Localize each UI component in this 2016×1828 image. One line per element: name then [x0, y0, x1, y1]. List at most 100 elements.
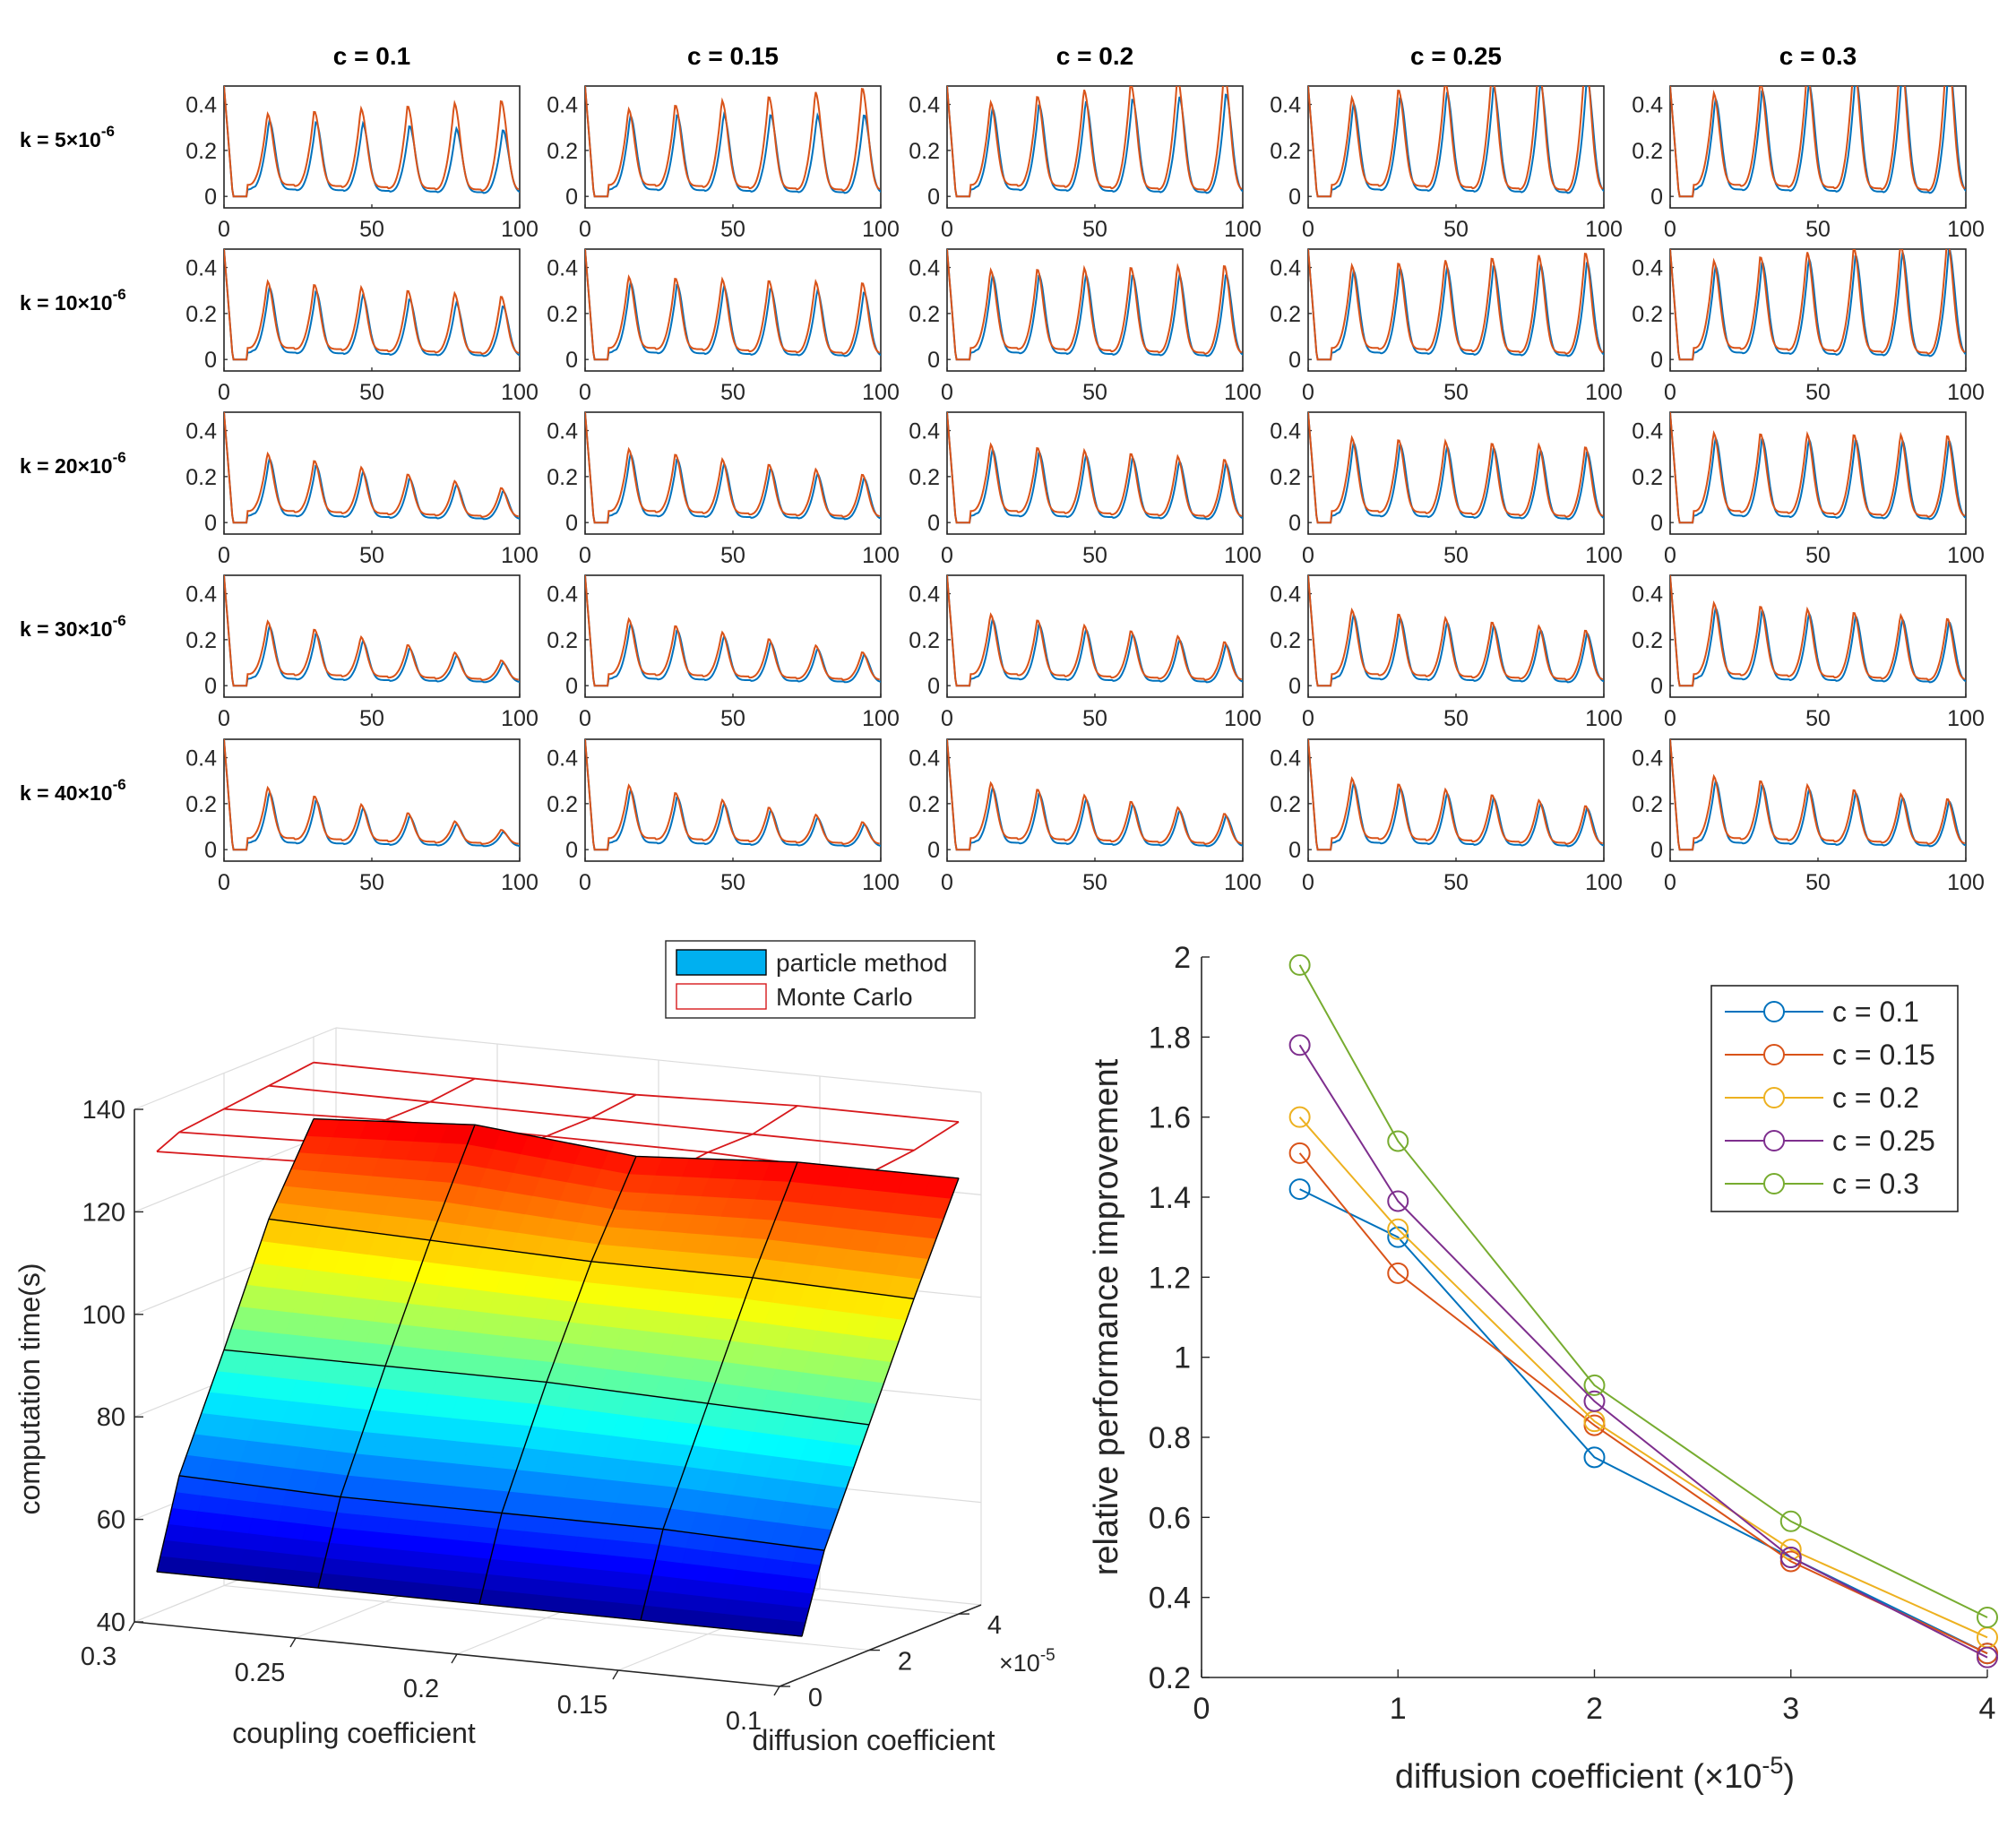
y-tick-label: 0.4 [185, 93, 217, 118]
surface-patch [463, 1539, 495, 1559]
x-tick-label: 50 [1805, 217, 1831, 242]
x-tick-label: 0 [218, 543, 230, 568]
x-tick-label: 100 [1585, 217, 1623, 242]
x-tick-label: 50 [1082, 217, 1107, 242]
y-tick-label: 0.4 [1270, 256, 1301, 281]
x-tick-label: 100 [1224, 380, 1262, 405]
x-tick-label: 0 [218, 217, 230, 242]
x-tick [451, 1653, 458, 1664]
y-tick-label: 0.4 [185, 746, 217, 772]
subplot: 0 0.2 0.4 0 50 100 [547, 574, 900, 731]
x-tick-label: 50 [1082, 380, 1107, 405]
x-tick-label: 0 [1664, 543, 1676, 568]
x-tick-label: 0 [941, 870, 953, 895]
x-tick-label: 0 [579, 870, 591, 895]
x-tick-label: 0 [1302, 543, 1314, 568]
x-tick-label: 100 [862, 870, 900, 895]
series-line-2 [585, 412, 881, 524]
y-tick-label: 0 [204, 838, 217, 863]
y-tick-label: 0.2 [1270, 139, 1301, 164]
subplot: 0 0.2 0.4 0 50 100 [1632, 248, 1985, 405]
y-tick-label: 0.6 [1149, 1501, 1191, 1535]
x-axis-label-exponent: -5 [1762, 1752, 1783, 1779]
y-tick-label: 0.4 [1632, 93, 1663, 118]
y-tick-label: 0 [1288, 674, 1301, 699]
x-tick-label: 0.3 [81, 1643, 116, 1671]
x-tick-label: 50 [720, 380, 745, 405]
x-tick-label: 50 [359, 706, 384, 731]
x-tick-label: 4 [1979, 1692, 1996, 1726]
y-tick-label: 0.4 [1270, 582, 1301, 608]
surface-mesh-line [156, 1118, 314, 1573]
data-point-marker [1288, 953, 1311, 976]
y-tick-label: 0.2 [1270, 465, 1301, 490]
x-tick-label: 50 [1443, 380, 1469, 405]
y-tick-label: 0.4 [909, 256, 940, 281]
surface-patch [544, 1548, 576, 1567]
series-line-2 [947, 412, 1243, 524]
x-tick-label: 0 [579, 217, 591, 242]
x-tick-label: 0 [941, 380, 953, 405]
series-line-2 [585, 249, 881, 361]
y-tick-label: 0 [927, 838, 940, 863]
data-point-marker [1583, 1390, 1606, 1412]
subplot: 0 0.2 0.4 0 50 100 [1632, 574, 1985, 731]
y-tick-label: 0 [1650, 674, 1663, 699]
surface-patch [517, 1545, 549, 1565]
y-tick-label: 0 [565, 674, 578, 699]
row-label-exponent: -6 [113, 612, 126, 629]
subplot: 0 0.2 0.4 0 50 100 [1632, 738, 1985, 895]
x-tick-label: 0 [218, 706, 230, 731]
subplot: 0 0.2 0.4 0 50 100 [547, 248, 900, 405]
data-point-marker [1387, 1130, 1409, 1152]
surface-patch [378, 1547, 410, 1566]
surface-patch [490, 1542, 522, 1562]
series-line-2 [947, 249, 1243, 361]
x-tick-label: 100 [1585, 870, 1623, 895]
y-tick-label: 0.4 [1270, 93, 1301, 118]
y-tick-label: 0 [808, 1684, 823, 1712]
surface-mesh-line [317, 1124, 476, 1589]
x-tick-label: 50 [720, 217, 745, 242]
row-label-base: k = 40×10 [20, 781, 113, 805]
subplot: 0 0.2 0.4 0 50 100 [909, 738, 1262, 895]
x-tick-label: 100 [1947, 380, 1985, 405]
x-tick-label: 50 [1082, 870, 1107, 895]
legend-label: c = 0.25 [1832, 1125, 1935, 1157]
x-tick-label: 0 [1664, 217, 1676, 242]
x-tick [289, 1637, 297, 1648]
surface-patch [332, 1511, 365, 1531]
surface-patch [375, 1562, 407, 1582]
data-point-marker [1288, 1178, 1311, 1201]
monte-carlo-mesh-line [156, 1061, 314, 1152]
x-tick-label: 50 [1082, 543, 1107, 568]
x-tick-label: 100 [1224, 217, 1262, 242]
surface-patch [409, 1534, 442, 1554]
row-label-exponent: -6 [113, 286, 126, 303]
x-tick-label: 0 [579, 543, 591, 568]
y-tick-label: 0.2 [1149, 1661, 1191, 1695]
row-label: k = 10×10-6 [20, 286, 126, 315]
y-tick-label: 0.4 [547, 419, 578, 444]
surface-chart: 40 60 80 100 120 140 0.3 0.25 0.2 0.15 0.1 0 2 4 ×10-5… [13, 940, 1055, 1756]
y-tick-label: 1.2 [1149, 1261, 1191, 1295]
x-axis-label: diffusion coefficient (×10-5) [1395, 1752, 1795, 1796]
surface-patch [616, 1586, 649, 1606]
y-tick-label: 0.4 [909, 582, 940, 608]
data-point-marker [1387, 1226, 1409, 1248]
surface-patch [386, 1516, 418, 1536]
surface-patch [521, 1530, 553, 1549]
x-tick-label: 50 [1805, 543, 1831, 568]
series-line-2 [1670, 739, 1965, 851]
x-tick-label: 100 [501, 706, 538, 731]
x-tick [612, 1669, 619, 1680]
surface-patch [321, 1556, 353, 1576]
subplot: 0 0.2 0.4 0 50 100 [1270, 738, 1623, 895]
x-tick-label: 0 [579, 380, 591, 405]
x-tick-label: 100 [1947, 706, 1985, 731]
y-tick-label: 0 [1650, 838, 1663, 863]
series-line [1299, 1188, 1988, 1655]
legend-label: c = 0.15 [1832, 1039, 1935, 1071]
y-tick-label: 0 [927, 185, 940, 210]
y-tick-label: 0.2 [909, 792, 940, 817]
